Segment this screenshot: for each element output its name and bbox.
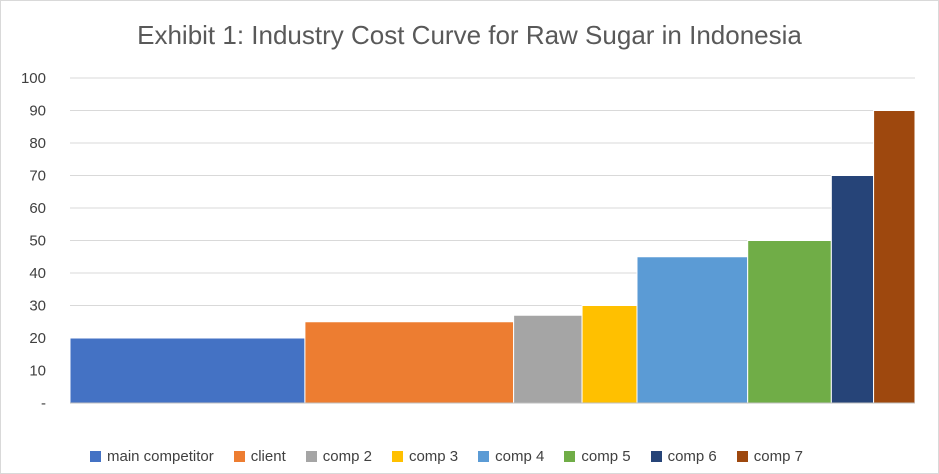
legend-swatch (90, 450, 101, 462)
bar-comp-4 (636, 256, 749, 404)
y-tick-label: 60 (29, 200, 46, 217)
y-tick-label: 10 (29, 363, 46, 380)
y-tick-label: 70 (29, 168, 46, 185)
legend-item: comp 2 (305, 447, 372, 465)
legend-swatch (305, 450, 317, 462)
legend-label: comp 4 (495, 447, 545, 465)
legend-item: client (233, 447, 286, 465)
legend-label: client (250, 447, 286, 465)
bar-main-competitor (69, 337, 306, 404)
bar-comp-5 (747, 240, 832, 404)
y-tick-label: 30 (29, 298, 46, 315)
legend: main competitor client comp 2 comp 3 comp 4 c… (90, 446, 823, 466)
legend-item: main competitor (90, 448, 214, 465)
legend-label: comp 3 (408, 447, 459, 465)
legend-item: comp 6 (650, 447, 717, 465)
legend-item: comp 5 (564, 447, 631, 465)
bar-comp-6 (830, 175, 875, 404)
y-tick-label: 100 (21, 70, 46, 87)
y-axis-ticks: - 10 20 30 40 50 60 70 80 90 100 (21, 70, 46, 412)
legend-swatch (564, 450, 576, 462)
legend-label: comp 6 (667, 447, 717, 465)
legend-item: comp 4 (478, 448, 544, 465)
bar-comp-3 (581, 305, 638, 404)
legend-swatch (736, 450, 748, 462)
y-tick-label: 20 (29, 330, 46, 347)
legend-item: comp 7 (736, 447, 803, 465)
legend-swatch (233, 450, 245, 462)
y-tick-label: 80 (29, 135, 46, 152)
y-tick-label: 90 (29, 103, 46, 120)
y-tick-label: 40 (29, 265, 46, 282)
chart-title: Exhibit 1: Industry Cost Curve for Raw S… (137, 20, 802, 50)
legend-swatch (478, 450, 490, 462)
y-tick-label: - (41, 395, 46, 412)
y-tick-label: 50 (29, 233, 46, 250)
bar-client (304, 321, 515, 404)
bar-comp-7 (873, 110, 916, 404)
legend-item: comp 3 (391, 447, 459, 465)
legend-label: comp 7 (753, 447, 803, 465)
bars (69, 110, 916, 404)
legend-swatch (650, 450, 662, 462)
legend-label: comp 5 (581, 447, 631, 465)
bar-comp-2 (513, 314, 583, 404)
legend-label: main competitor (107, 447, 214, 465)
legend-label: comp 2 (322, 447, 372, 465)
legend-swatch (391, 450, 403, 462)
